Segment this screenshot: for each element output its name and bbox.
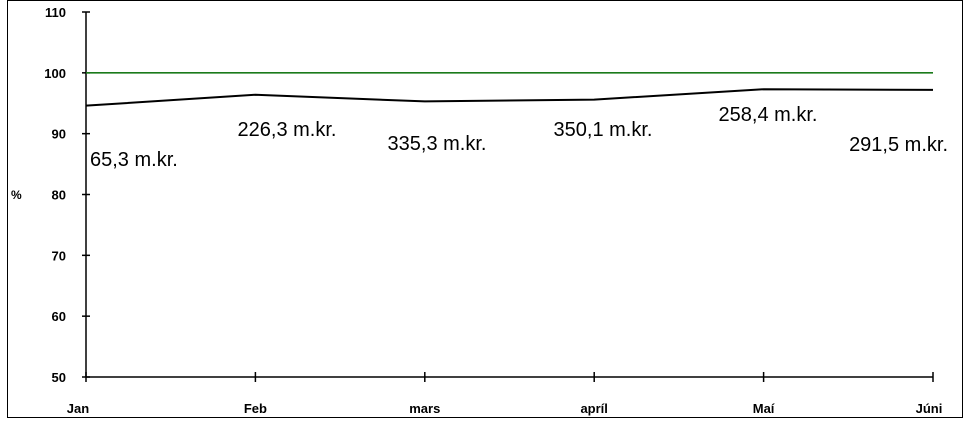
y-tick-label: 80 — [52, 188, 66, 203]
series-layer — [85, 72, 934, 107]
x-tick-label: Feb — [244, 401, 267, 416]
y-tick-label: 90 — [52, 127, 66, 142]
axes: 50 60 70 80 90 100 110% Jan Feb mars apríl Maí Júni — [11, 5, 942, 416]
x-tick-label: Júni — [916, 401, 943, 416]
x-tick-label: Maí — [753, 401, 775, 416]
data-label: 350,1 m.kr. — [554, 119, 653, 141]
data-labels: 65,3 m.kr. 226,3 m.kr. 335,3 m.kr. 350,1 m.… — [90, 104, 948, 171]
data-label: 65,3 m.kr. — [90, 149, 178, 171]
chart-frame — [7, 0, 963, 418]
x-tick-label: mars — [409, 401, 440, 416]
data-label: 291,5 m.kr. — [849, 134, 948, 156]
data-label: 335,3 m.kr. — [388, 133, 487, 155]
y-tick-label: 100 — [44, 66, 66, 81]
x-tick-label: Jan — [67, 401, 89, 416]
data-label: 258,4 m.kr. — [719, 104, 818, 126]
series-line-primary — [85, 88, 934, 107]
y-tick-label: 70 — [52, 248, 66, 263]
y-tick-label: 60 — [52, 309, 66, 324]
y-tick-label: 110 — [45, 5, 66, 20]
data-label: 226,3 m.kr. — [238, 119, 337, 141]
y-axis-label: % — [11, 188, 22, 202]
y-tick-label: 50 — [52, 370, 66, 385]
x-tick-label: apríl — [580, 401, 607, 416]
